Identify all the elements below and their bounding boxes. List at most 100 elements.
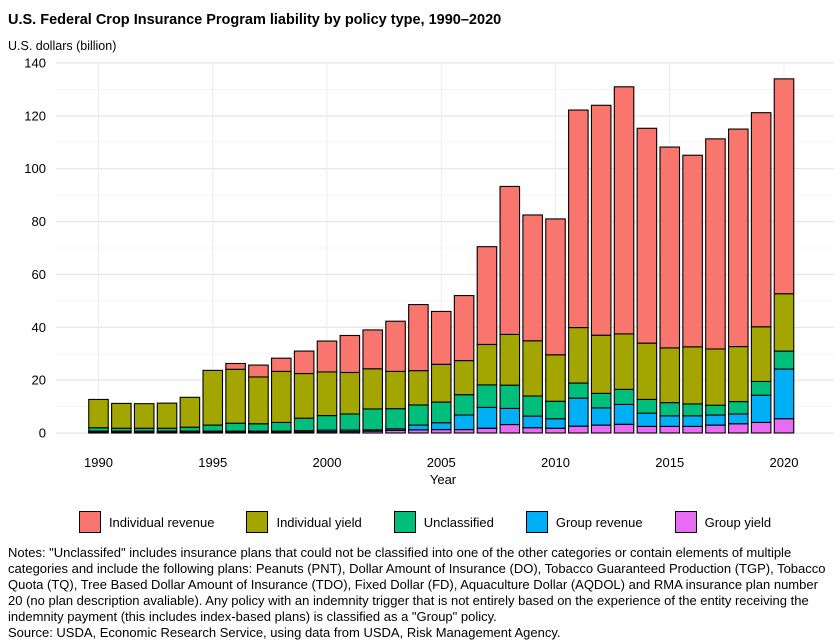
bar-group-yield-2019 (750, 421, 772, 434)
bar-individual-revenue-2013 (613, 86, 635, 335)
bar-group-revenue-2007 (476, 406, 498, 429)
bar-unclassified-1999 (293, 417, 315, 432)
bar-group-yield-2015 (659, 425, 681, 434)
bar-unclassified-2011 (568, 382, 589, 399)
bar-individual-revenue-1997 (248, 364, 269, 378)
bar-individual-revenue-2014 (636, 127, 658, 344)
bar-group-yield-2017 (705, 424, 726, 434)
bar-unclassified-2010 (545, 400, 566, 420)
bar-group-revenue-2012 (590, 407, 612, 426)
bar-individual-revenue-2012 (590, 104, 612, 336)
x-tick-label: 2020 (770, 455, 799, 470)
bar-group-yield-2020 (773, 418, 795, 434)
bar-individual-yield-1993 (156, 402, 178, 429)
x-tick-label: 1995 (198, 455, 227, 470)
bar-unclassified-2020 (773, 350, 795, 370)
bar-unclassified-2004 (408, 404, 429, 426)
bar-group-revenue-2018 (727, 413, 749, 425)
bar-unclassified-2001 (339, 413, 361, 431)
bar-individual-yield-2013 (613, 333, 635, 390)
bar-individual-yield-2005 (430, 363, 452, 403)
bar-individual-revenue-2009 (522, 214, 543, 342)
bar-group-revenue-2006 (453, 414, 475, 431)
x-tick-label: 2010 (541, 455, 570, 470)
bar-group-revenue-2011 (568, 397, 589, 427)
bar-individual-yield-2002 (362, 368, 384, 410)
stacked-bar-chart: 0 20 40 60 80 100 120 140 1990 1995 2000 2005 2010 2… (24, 56, 834, 487)
bar-unclassified-2016 (682, 403, 703, 417)
bar-individual-yield-2020 (773, 293, 795, 352)
bar-unclassified-2013 (613, 388, 635, 406)
bar-group-yield-2011 (568, 425, 589, 434)
legend-label: Group yield (704, 514, 772, 530)
bar-individual-revenue-2002 (362, 329, 384, 370)
bar-group-revenue-2010 (545, 418, 566, 429)
bar-unclassified-1996 (225, 422, 246, 432)
bar-individual-yield-1996 (225, 368, 246, 424)
bar-individual-yield-1995 (202, 369, 224, 426)
legend-item-individual-yield: Individual yield (246, 511, 362, 533)
bar-individual-revenue-2008 (499, 185, 521, 335)
bar-group-revenue-2016 (682, 415, 703, 427)
bar-individual-revenue-2006 (453, 295, 475, 362)
legend-item-group-yield: Group yield (674, 511, 772, 533)
bar-individual-revenue-2010 (545, 218, 566, 356)
bar-unclassified-2009 (522, 395, 543, 417)
bar-individual-revenue-2001 (339, 334, 361, 374)
bar-individual-yield-2018 (727, 346, 749, 403)
bar-individual-yield-2015 (659, 347, 681, 404)
bar-unclassified-2019 (750, 380, 772, 396)
legend-item-group-revenue: Group revenue (525, 511, 643, 533)
bar-group-revenue-2015 (659, 415, 681, 427)
bar-individual-yield-1992 (133, 403, 155, 429)
bar-individual-revenue-2018 (727, 128, 749, 348)
bar-individual-revenue-2011 (568, 109, 589, 329)
bar-individual-revenue-2004 (408, 304, 429, 372)
bar-unclassified-2008 (499, 384, 521, 409)
bar-group-revenue-2004 (408, 424, 429, 431)
legend-swatch (674, 511, 697, 533)
bar-individual-revenue-2003 (385, 320, 406, 372)
bar-group-yield-2010 (545, 427, 566, 434)
bar-individual-yield-2000 (316, 371, 338, 417)
bar-individual-revenue-2000 (316, 340, 338, 373)
legend-label: Unclassified (423, 514, 494, 530)
bar-group-yield-2014 (636, 425, 658, 434)
bar-unclassified-2002 (362, 408, 384, 431)
bar-individual-yield-2014 (636, 342, 658, 400)
y-tick-label: 140 (24, 56, 46, 71)
legend-label: Individual yield (276, 514, 362, 530)
bar-group-yield-2018 (727, 423, 749, 434)
bar-individual-yield-1997 (248, 376, 269, 425)
legend: Individual revenue Individual yield Unclas… (0, 511, 840, 533)
bar-individual-revenue-2007 (476, 246, 498, 346)
bar-unclassified-2005 (430, 401, 452, 424)
bar-group-revenue-2019 (750, 394, 772, 423)
bar-unclassified-2012 (590, 392, 612, 409)
bar-individual-yield-2008 (499, 333, 521, 386)
bar-unclassified-2007 (476, 384, 498, 408)
x-tick-label: 2015 (655, 455, 684, 470)
bar-group-revenue-2014 (636, 412, 658, 427)
bar-individual-yield-2012 (590, 334, 612, 394)
bars (88, 78, 795, 434)
bar-unclassified-1994 (179, 426, 201, 432)
bar-unclassified-2018 (727, 400, 749, 415)
bar-unclassified-2006 (453, 394, 475, 416)
bar-unclassified-2003 (385, 408, 406, 430)
bar-group-revenue-2005 (430, 422, 452, 431)
y-tick-label: 100 (24, 161, 46, 176)
bar-individual-yield-2007 (476, 343, 498, 386)
x-tick-labels: 1990 1995 2000 2005 2010 2015 2020 (84, 455, 798, 470)
bar-group-yield-2007 (476, 427, 498, 434)
bar-individual-yield-2001 (339, 371, 361, 415)
bar-individual-yield-2009 (522, 340, 543, 397)
legend-label: Individual revenue (108, 514, 215, 530)
y-tick-label: 120 (24, 108, 46, 123)
bar-individual-yield-2004 (408, 370, 429, 406)
x-axis-label: Year (430, 472, 457, 487)
bar-group-yield-2016 (682, 425, 703, 434)
bar-individual-revenue-1999 (293, 350, 315, 375)
bar-group-revenue-2009 (522, 415, 543, 429)
y-tick-label: 80 (32, 214, 46, 229)
